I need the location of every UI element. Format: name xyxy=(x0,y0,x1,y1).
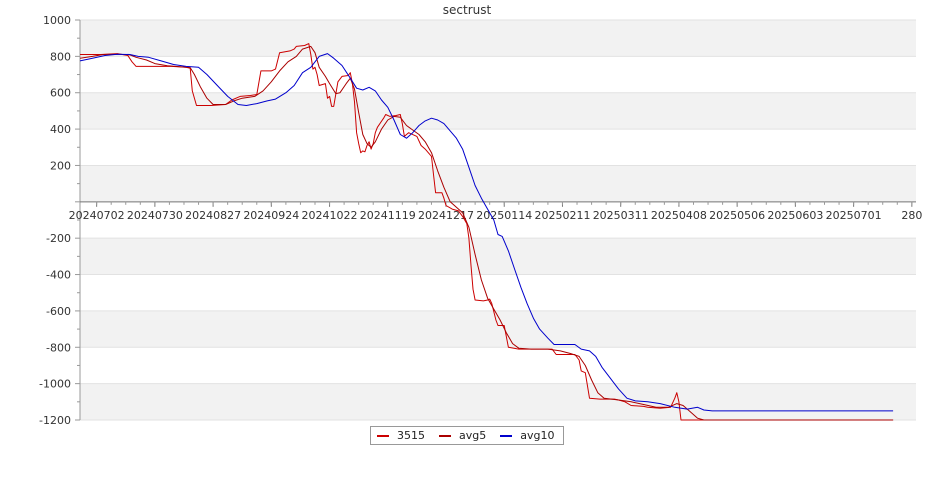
background-band xyxy=(80,92,916,130)
y-tick-label: -400 xyxy=(46,269,71,282)
x-tick-labels: 20240702 20240730 20240827 20240924 20241022… xyxy=(69,209,923,222)
series-line-3515 xyxy=(80,43,894,421)
x-tick-label: 20241217 xyxy=(418,209,474,222)
legend-swatch-avg10 xyxy=(500,434,513,437)
x-tick-label: 20241119 xyxy=(360,209,416,222)
y-tick-label: 800 xyxy=(50,50,71,63)
x-tick-label: 20250701 xyxy=(826,209,882,222)
x-tick-label: 280 xyxy=(901,209,922,222)
x-tick-label: 20250408 xyxy=(651,209,707,222)
x-tick-label: 20250114 xyxy=(476,209,532,222)
legend-item-avg5: avg5 xyxy=(439,429,486,442)
y-tick-label: -1000 xyxy=(39,378,71,391)
x-tick-label: 20241022 xyxy=(302,209,358,222)
legend-item-3515: 3515 xyxy=(377,429,425,442)
chart-background-bands xyxy=(80,20,916,420)
background-band xyxy=(80,20,916,57)
legend-label-avg10: avg10 xyxy=(520,429,555,442)
x-tick-label: 20240924 xyxy=(243,209,299,222)
legend-swatch-avg5 xyxy=(439,434,451,437)
background-band xyxy=(80,383,916,420)
chart-series-lines xyxy=(79,43,894,421)
y-tick-label: -1200 xyxy=(39,414,71,427)
legend-swatch-3515 xyxy=(377,434,389,437)
x-tick-label: 20250506 xyxy=(709,209,765,222)
legend-label-avg5: avg5 xyxy=(459,429,487,442)
y-tick-label: 400 xyxy=(50,123,71,136)
legend-item-avg10: avg10 xyxy=(500,429,554,442)
x-tick-label: 20240730 xyxy=(127,209,183,222)
y-tick-label: -800 xyxy=(46,341,71,354)
chart-title: sectrust xyxy=(443,3,492,17)
y-tick-label: 200 xyxy=(50,159,71,172)
chart-legend: 3515 avg5 avg10 xyxy=(370,426,564,445)
background-band xyxy=(80,238,916,275)
x-tick-label: 20240827 xyxy=(185,209,241,222)
x-tick-label: 20240702 xyxy=(69,209,125,222)
y-tick-label: -600 xyxy=(46,305,71,318)
y-tick-labels: 1000 800 600 400 200 -200 -400 -600 -800 -1000 -12… xyxy=(39,14,71,427)
background-band xyxy=(80,165,916,202)
chart-axes xyxy=(75,19,916,421)
series-line-avg5 xyxy=(79,45,894,421)
legend-label-3515: 3515 xyxy=(397,429,425,442)
y-tick-label: 1000 xyxy=(43,14,71,27)
y-tick-label: 600 xyxy=(50,87,71,100)
x-tick-label: 20250211 xyxy=(534,209,590,222)
x-tick-label: 20250603 xyxy=(767,209,823,222)
series-line-avg10 xyxy=(79,53,894,412)
y-tick-label: -200 xyxy=(46,232,71,245)
x-tick-label: 20250311 xyxy=(593,209,649,222)
